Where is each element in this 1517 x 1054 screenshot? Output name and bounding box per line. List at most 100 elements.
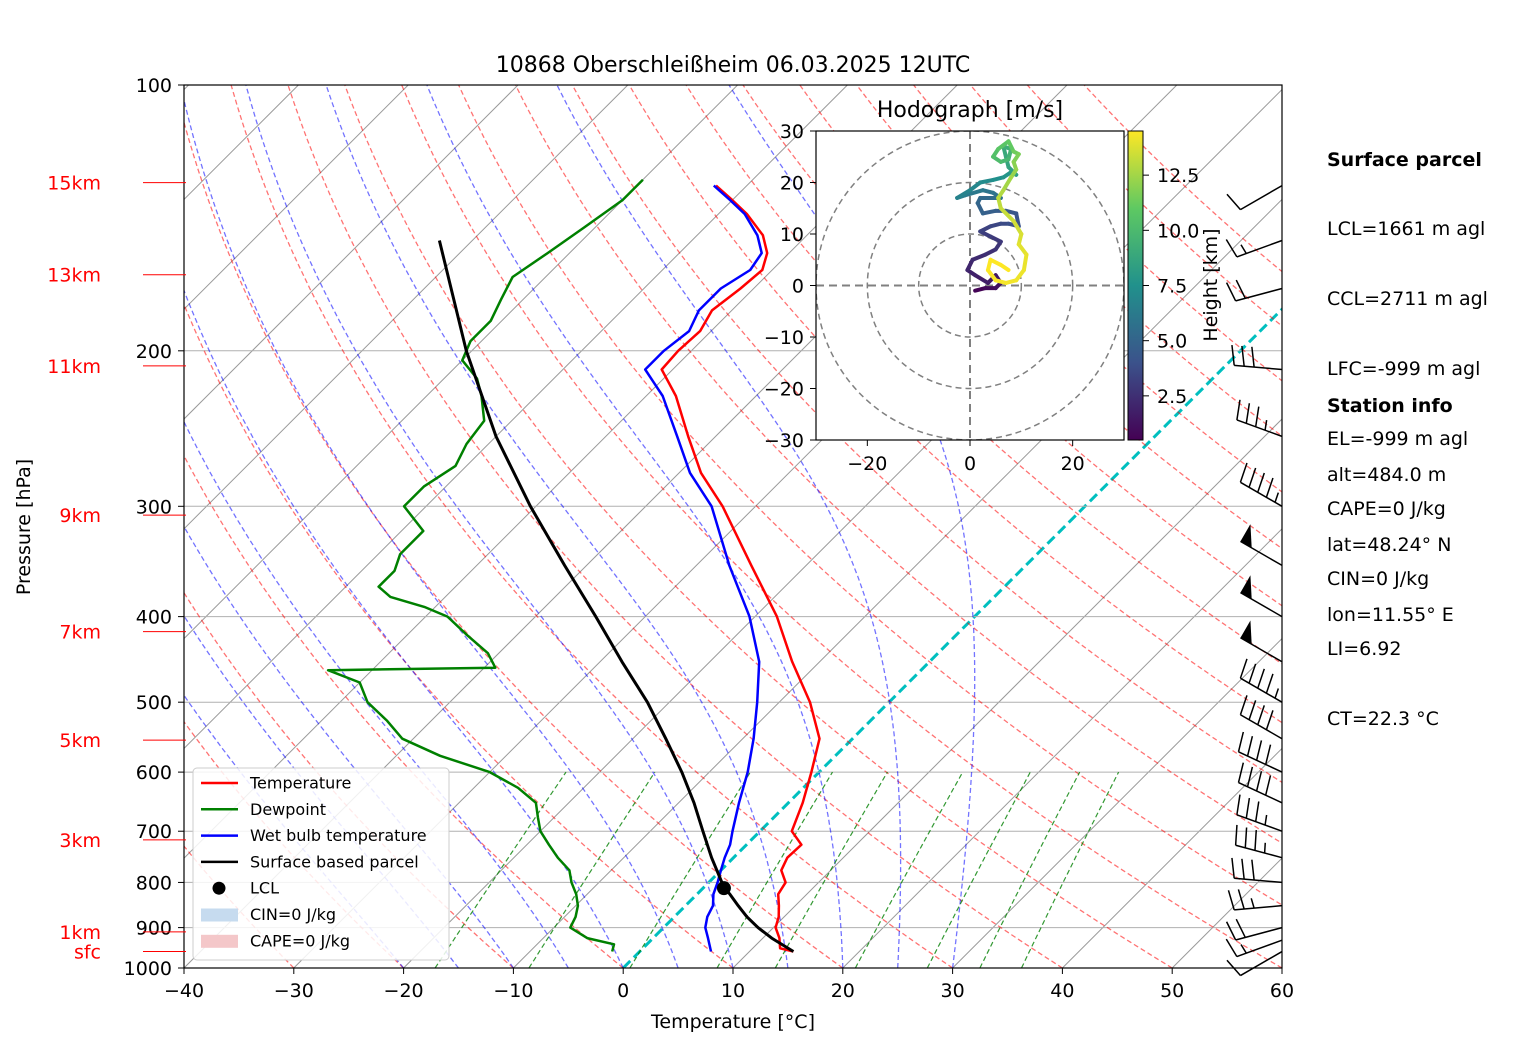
station-info-heading: Station info	[1327, 394, 1453, 417]
isotherm	[184, 85, 409, 310]
hodograph-ring	[917, 233, 1023, 338]
hodograph-segment	[998, 262, 1011, 273]
surface-parcel-el: EL=-999 m agl	[1327, 428, 1469, 451]
wind-barb	[1240, 620, 1283, 663]
station-info-lat: lat=48.24° N	[1327, 534, 1452, 557]
surface-parcel-heading: Surface parcel	[1327, 148, 1482, 171]
moist-adiabat	[184, 97, 679, 968]
station-info-lon: lon=11.55° E	[1327, 604, 1454, 627]
wind-barb	[1225, 938, 1283, 958]
y-tick-label: 800	[136, 872, 172, 894]
y-tick-label: 900	[136, 918, 172, 940]
colorbar-tick-label: 10.0	[1157, 220, 1199, 242]
height-label: 1km	[59, 922, 101, 944]
height-label: 3km	[59, 830, 101, 852]
legend: Temperature Dewpoint Wet bulb temperature S…	[192, 767, 450, 961]
isotherm	[184, 85, 738, 640]
hodograph-segment	[973, 273, 990, 285]
legend-label: Wet bulb temperature	[250, 826, 427, 845]
x-tick-label: 10	[721, 980, 745, 1002]
isotherm	[184, 85, 848, 750]
moist-adiabat	[245, 85, 734, 968]
y-tick-label: 100	[136, 75, 172, 97]
wind-barb	[1237, 731, 1283, 773]
hodograph-y-tick-label: 10	[780, 224, 804, 246]
y-tick-label: 700	[136, 821, 172, 843]
main-axes: −40 −30 −20 −10 0 10 20 30 40 50 60100200300400500…	[47, 75, 1294, 1002]
hodograph-segment	[1016, 242, 1029, 257]
wind-barb	[1240, 524, 1283, 567]
hodograph-segment	[980, 208, 998, 216]
wind-barb	[1227, 889, 1283, 911]
dry-adiabat	[344, 85, 1173, 968]
wind-barb	[1231, 857, 1283, 884]
surface-parcel-lfc: LFC=-999 m agl	[1327, 358, 1481, 381]
legend-label: Temperature	[249, 774, 351, 793]
mixing-ratio-line	[528, 771, 656, 968]
wind-barb	[1225, 239, 1283, 258]
y-tick-label: 500	[136, 692, 172, 714]
x-tick-label: −30	[274, 980, 314, 1002]
hodograph-segment	[968, 180, 983, 193]
series-temperature	[660, 184, 821, 953]
y-tick-label: 200	[136, 341, 172, 363]
colorbar-label: Height [km]	[1200, 228, 1222, 341]
mixing-ratio-line	[434, 771, 567, 968]
hodograph-x-tick-label: 20	[1061, 453, 1085, 475]
legend-box	[192, 767, 450, 961]
wind-barb	[1236, 399, 1283, 438]
moist-adiabat	[184, 288, 624, 968]
hodograph-segment	[955, 188, 972, 200]
legend-label: Surface based parcel	[250, 852, 419, 871]
surface-parcel-ct: CT=22.3 °C	[1327, 707, 1439, 730]
hodograph-y-tick-label: −30	[764, 430, 804, 452]
mixing-ratio-line	[979, 771, 1081, 968]
wind-barb	[1231, 344, 1283, 371]
dry-adiabat	[458, 85, 1282, 906]
hodograph-segment	[985, 268, 998, 283]
dry-adiabat	[401, 85, 1282, 968]
hodograph-x-tick-label: −20	[847, 453, 887, 475]
colorbar-tick-label: 12.5	[1157, 165, 1199, 187]
hodograph-segment	[1001, 175, 1014, 193]
wind-barb	[1239, 658, 1283, 703]
wind-barb	[1239, 695, 1283, 740]
mixing-ratio-line	[1020, 771, 1120, 968]
isotherm	[842, 528, 1282, 968]
profiles-layer	[326, 178, 821, 953]
hodograph-y-tick-label: −20	[764, 379, 804, 401]
wind-barb	[1234, 824, 1283, 859]
legend-label: Dewpoint	[250, 800, 326, 819]
height-label: 5km	[59, 730, 101, 752]
isotherm	[732, 418, 1282, 968]
wind-barb	[1226, 184, 1283, 211]
moist-adiabat	[184, 614, 460, 968]
mixing-ratio-line	[716, 771, 834, 968]
colorbar-tick-label: 5.0	[1157, 331, 1187, 353]
hodograph-title: Hodograph [m/s]	[877, 98, 1063, 123]
wind-barb	[1237, 762, 1283, 804]
y-tick-label: 300	[136, 496, 172, 518]
x-tick-label: −20	[384, 980, 424, 1002]
lcl-marker	[716, 881, 731, 896]
legend-entry: CIN=0 J/kg	[201, 905, 336, 924]
moist-adiabat	[184, 420, 569, 968]
moist-adiabat	[426, 85, 844, 968]
legend-label: CIN=0 J/kg	[250, 905, 336, 924]
hodograph-segment	[978, 177, 996, 185]
hodograph-segment	[1011, 219, 1024, 236]
dry-adiabat	[287, 85, 1063, 968]
dry-adiabat	[184, 302, 734, 968]
mixing-ratio-line	[854, 771, 964, 968]
mixing-ratio-line	[926, 771, 1031, 968]
surface-parcel-cin: CIN=0 J/kg	[1327, 567, 1430, 590]
x-tick-label: 20	[831, 980, 855, 1002]
hodograph-axes: −20 0 20 30 20 10 0 −10 −20 −30	[764, 121, 1085, 475]
hodograph-segment	[962, 188, 985, 198]
x-tick-label: 0	[617, 980, 629, 1002]
legend-entry: CAPE=0 J/kg	[201, 931, 350, 950]
mixing-ratio-line	[629, 771, 751, 968]
legend-label: LCL	[250, 879, 279, 898]
x-tick-label: 50	[1160, 980, 1184, 1002]
moist-adiabat	[325, 85, 789, 968]
